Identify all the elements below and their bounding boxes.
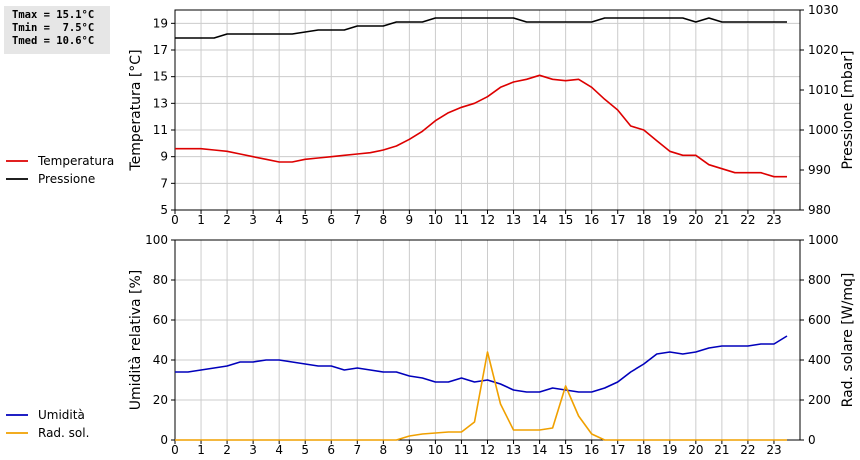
x-tick-label: 23: [766, 213, 781, 227]
x-tick-label: 6: [327, 443, 335, 457]
x-tick-label: 15: [558, 443, 573, 457]
y2-tick-label: 1000: [808, 123, 839, 137]
x-tick-label: 4: [275, 213, 283, 227]
tmin-text: Tmin = 7.5°C: [12, 22, 95, 34]
legend-label: Rad. sol.: [38, 426, 89, 440]
x-tick-label: 17: [610, 443, 625, 457]
x-tick-label: 18: [636, 213, 651, 227]
x-tick-label: 18: [636, 443, 651, 457]
x-tick-label: 14: [532, 443, 547, 457]
x-tick-label: 12: [480, 443, 495, 457]
y-tick-label: 100: [145, 233, 168, 247]
stats-box: Tmax = 15.1°C Tmin = 7.5°C Tmed = 10.6°C: [4, 6, 110, 54]
x-tick-label: 14: [532, 213, 547, 227]
x-tick-label: 23: [766, 443, 781, 457]
x-tick-label: 22: [740, 213, 755, 227]
y-tick-label: 13: [153, 96, 168, 110]
legend-label: Temperatura: [37, 154, 114, 168]
plot-frame: [174, 9, 801, 211]
x-tick-label: 10: [428, 213, 443, 227]
x-tick-label: 11: [454, 213, 469, 227]
legend-label: Pressione: [38, 172, 95, 186]
y-tick-label: 60: [153, 313, 168, 327]
x-tick-label: 16: [584, 443, 599, 457]
y2-tick-label: 200: [808, 393, 831, 407]
x-tick-label: 22: [740, 443, 755, 457]
x-tick-label: 5: [301, 443, 309, 457]
x-tick-label: 11: [454, 443, 469, 457]
y2-tick-label: 600: [808, 313, 831, 327]
x-tick-label: 2: [223, 213, 231, 227]
x-tick-label: 21: [714, 443, 729, 457]
x-tick-label: 2: [223, 443, 231, 457]
x-tick-label: 21: [714, 213, 729, 227]
y2-axis-title: Pressione [mbar]: [840, 50, 856, 169]
y2-tick-label: 800: [808, 273, 831, 287]
y-tick-label: 15: [153, 70, 168, 84]
y-tick-label: 19: [153, 16, 168, 30]
y-tick-label: 7: [160, 176, 168, 190]
y-tick-label: 11: [153, 123, 168, 137]
x-tick-label: 9: [406, 213, 414, 227]
x-tick-label: 0: [171, 443, 179, 457]
x-tick-label: 19: [662, 213, 677, 227]
x-tick-label: 9: [406, 443, 414, 457]
y-tick-label: 5: [160, 203, 168, 217]
y-axis-title: Temperatura [°C]: [128, 49, 144, 171]
x-tick-label: 20: [688, 213, 703, 227]
x-tick-label: 15: [558, 213, 573, 227]
series-line-umidit: [175, 335, 788, 393]
series-line-rad-sol: [175, 351, 787, 441]
y-tick-label: 40: [153, 353, 168, 367]
y2-tick-label: 1020: [808, 43, 839, 57]
y2-tick-label: 1010: [808, 83, 839, 97]
tmed-text: Tmed = 10.6°C: [12, 35, 95, 47]
y-tick-label: 17: [153, 43, 168, 57]
y2-tick-label: 0: [808, 433, 816, 447]
y2-axis-title: Rad. solare [W/mq]: [840, 273, 856, 408]
series-line-pressione: [175, 17, 787, 39]
legend-label: Umidità: [38, 408, 85, 422]
y-tick-label: 9: [160, 150, 168, 164]
x-tick-label: 8: [380, 213, 388, 227]
y2-tick-label: 980: [808, 203, 831, 217]
y2-tick-label: 400: [808, 353, 831, 367]
plot-frame: [174, 239, 801, 441]
x-tick-label: 3: [249, 213, 257, 227]
x-tick-label: 1: [197, 443, 205, 457]
y-tick-label: 80: [153, 273, 168, 287]
x-tick-label: 19: [662, 443, 677, 457]
x-tick-label: 5: [301, 213, 309, 227]
x-tick-label: 13: [506, 443, 521, 457]
y-tick-label: 20: [153, 393, 168, 407]
x-tick-label: 20: [688, 443, 703, 457]
y2-tick-label: 1030: [808, 3, 839, 17]
x-tick-label: 8: [380, 443, 388, 457]
x-tick-label: 3: [249, 443, 257, 457]
x-tick-label: 4: [275, 443, 283, 457]
x-tick-label: 12: [480, 213, 495, 227]
tmax-text: Tmax = 15.1°C: [12, 9, 95, 21]
x-tick-label: 7: [353, 213, 361, 227]
y2-tick-label: 990: [808, 163, 831, 177]
y2-tick-label: 1000: [808, 233, 839, 247]
y-axis-title: Umidità relativa [%]: [128, 270, 144, 411]
x-tick-label: 17: [610, 213, 625, 227]
x-tick-label: 0: [171, 213, 179, 227]
x-tick-label: 1: [197, 213, 205, 227]
x-tick-label: 7: [353, 443, 361, 457]
x-tick-label: 10: [428, 443, 443, 457]
series-line-temperatura: [175, 74, 787, 178]
x-tick-label: 13: [506, 213, 521, 227]
x-tick-label: 16: [584, 213, 599, 227]
y-tick-label: 0: [160, 433, 168, 447]
x-tick-label: 6: [327, 213, 335, 227]
